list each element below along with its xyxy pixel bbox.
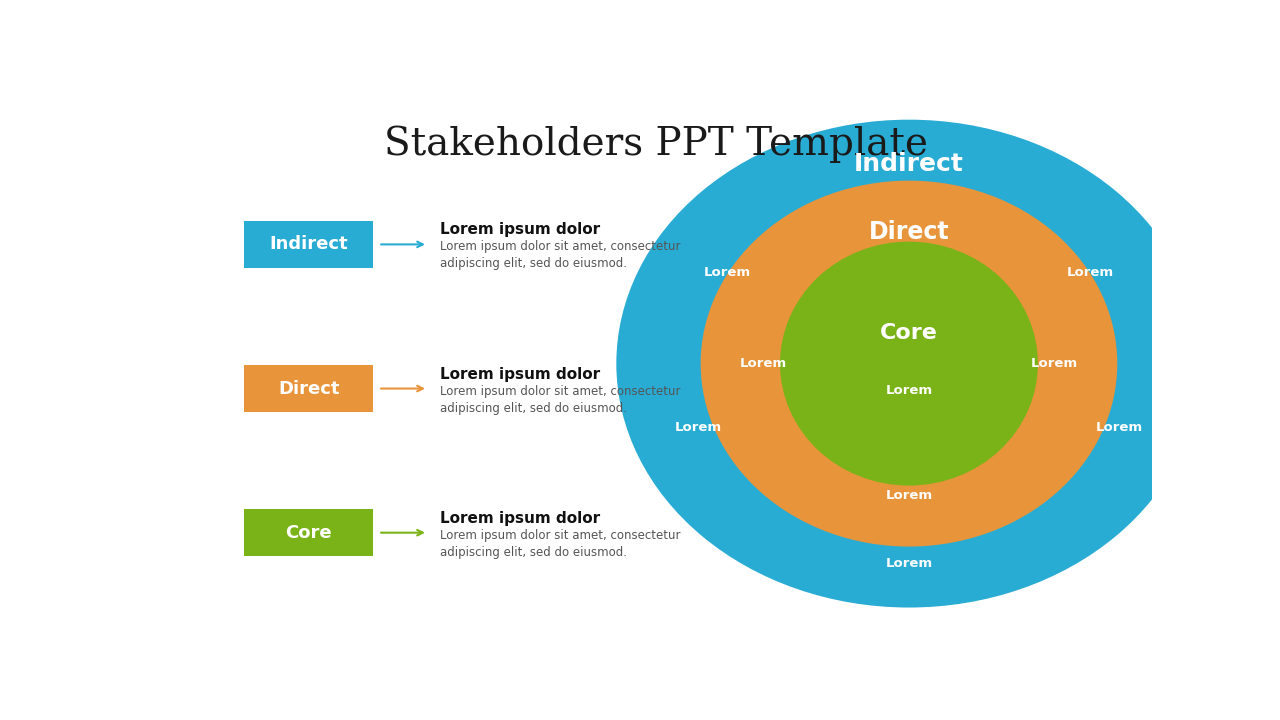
Ellipse shape (617, 120, 1202, 608)
Text: Lorem ipsum dolor sit amet, consectetur
adipiscing elit, sed do eiusmod.: Lorem ipsum dolor sit amet, consectetur … (440, 384, 680, 415)
Text: Lorem: Lorem (886, 557, 933, 570)
Ellipse shape (780, 242, 1038, 485)
Text: Core: Core (285, 523, 332, 541)
Text: Lorem ipsum dolor: Lorem ipsum dolor (440, 510, 600, 526)
Text: Lorem: Lorem (886, 489, 933, 502)
Text: Lorem: Lorem (886, 384, 933, 397)
Text: Stakeholders PPT Template: Stakeholders PPT Template (384, 125, 928, 163)
Text: Lorem ipsum dolor sit amet, consectetur
adipiscing elit, sed do eiusmod.: Lorem ipsum dolor sit amet, consectetur … (440, 240, 680, 271)
Text: Lorem: Lorem (740, 357, 787, 370)
Text: Core: Core (881, 323, 938, 343)
Ellipse shape (700, 181, 1117, 546)
Text: Lorem ipsum dolor: Lorem ipsum dolor (440, 222, 600, 238)
Text: Indirect: Indirect (270, 235, 348, 253)
Text: Lorem: Lorem (1066, 266, 1114, 279)
FancyBboxPatch shape (244, 365, 374, 412)
Text: Direct: Direct (869, 220, 950, 244)
Text: Lorem ipsum dolor sit amet, consectetur
adipiscing elit, sed do eiusmod.: Lorem ipsum dolor sit amet, consectetur … (440, 528, 680, 559)
FancyBboxPatch shape (244, 221, 374, 268)
Text: Direct: Direct (278, 379, 339, 397)
Text: Lorem: Lorem (704, 266, 751, 279)
Text: Lorem: Lorem (1032, 357, 1078, 370)
FancyBboxPatch shape (244, 509, 374, 557)
Text: Lorem: Lorem (1096, 421, 1143, 434)
Text: Indirect: Indirect (854, 152, 964, 176)
Text: Lorem ipsum dolor: Lorem ipsum dolor (440, 366, 600, 382)
Text: Lorem: Lorem (675, 421, 722, 434)
